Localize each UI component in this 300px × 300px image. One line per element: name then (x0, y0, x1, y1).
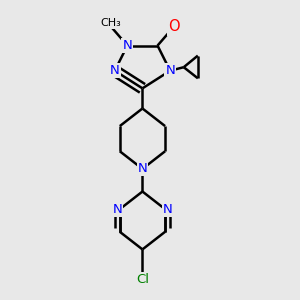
Text: CH₃: CH₃ (101, 18, 122, 28)
Text: N: N (122, 39, 132, 52)
Text: N: N (163, 202, 172, 216)
Text: N: N (112, 202, 122, 216)
Text: Cl: Cl (136, 273, 149, 286)
Text: O: O (168, 20, 179, 34)
Text: N: N (110, 64, 120, 77)
Text: N: N (165, 64, 175, 77)
Text: N: N (138, 162, 147, 176)
